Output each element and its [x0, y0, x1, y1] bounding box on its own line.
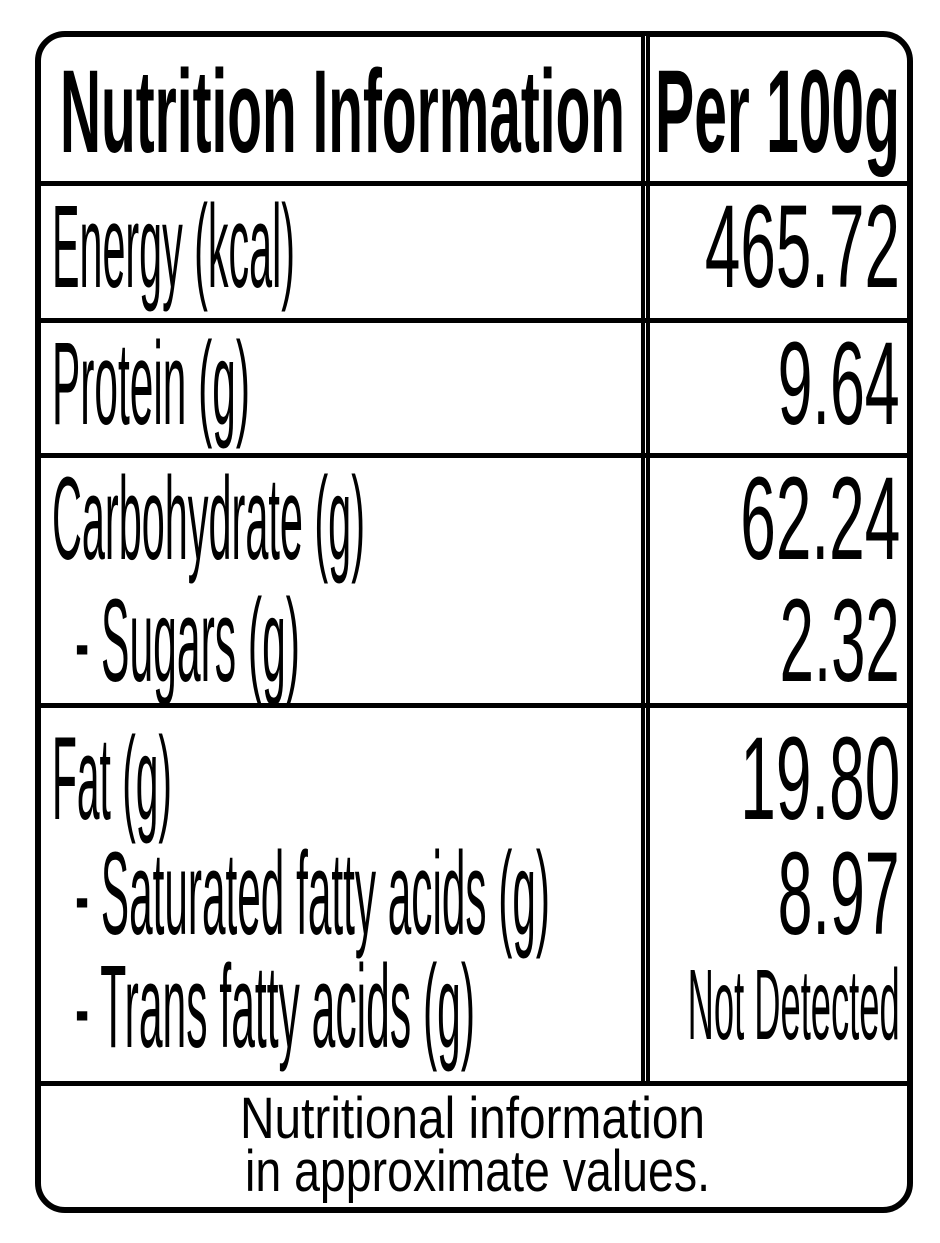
- row-value-trans-fat: Not Detected: [688, 949, 900, 1061]
- per-100g-header: Per 100g: [655, 46, 900, 178]
- row-divider: [38, 318, 908, 323]
- row-divider: [38, 703, 908, 708]
- row-value-fat: 19.80: [740, 713, 900, 845]
- footer-note-line2: in approximate values.: [245, 1139, 710, 1204]
- row-value-carbohydrate: 62.24: [740, 453, 900, 585]
- row-value-saturated-fat: 8.97: [778, 828, 900, 960]
- row-label-energy: Energy (kcal): [52, 181, 295, 313]
- row-divider: [38, 181, 908, 186]
- footer-note-line1: Nutritional information: [240, 1086, 705, 1151]
- row-value-sugars: 2.32: [780, 575, 900, 707]
- nutrition-table-frame: [35, 31, 913, 1213]
- table-title: Nutrition Information: [60, 46, 625, 178]
- row-label-saturated-fat: - Saturated fatty acids (g): [75, 828, 550, 960]
- row-divider: [38, 453, 908, 458]
- row-label-carbohydrate: Carbohydrate (g): [52, 453, 365, 585]
- row-label-protein: Protein (g): [52, 318, 250, 450]
- row-label-sugars: - Sugars (g): [75, 575, 300, 707]
- row-divider: [38, 1081, 908, 1086]
- column-divider: [641, 36, 650, 1085]
- row-value-protein: 9.64: [778, 318, 900, 450]
- row-label-trans-fat: - Trans fatty acids (g): [75, 941, 475, 1073]
- row-label-fat: Fat (g): [52, 713, 172, 845]
- row-value-energy: 465.72: [705, 181, 900, 313]
